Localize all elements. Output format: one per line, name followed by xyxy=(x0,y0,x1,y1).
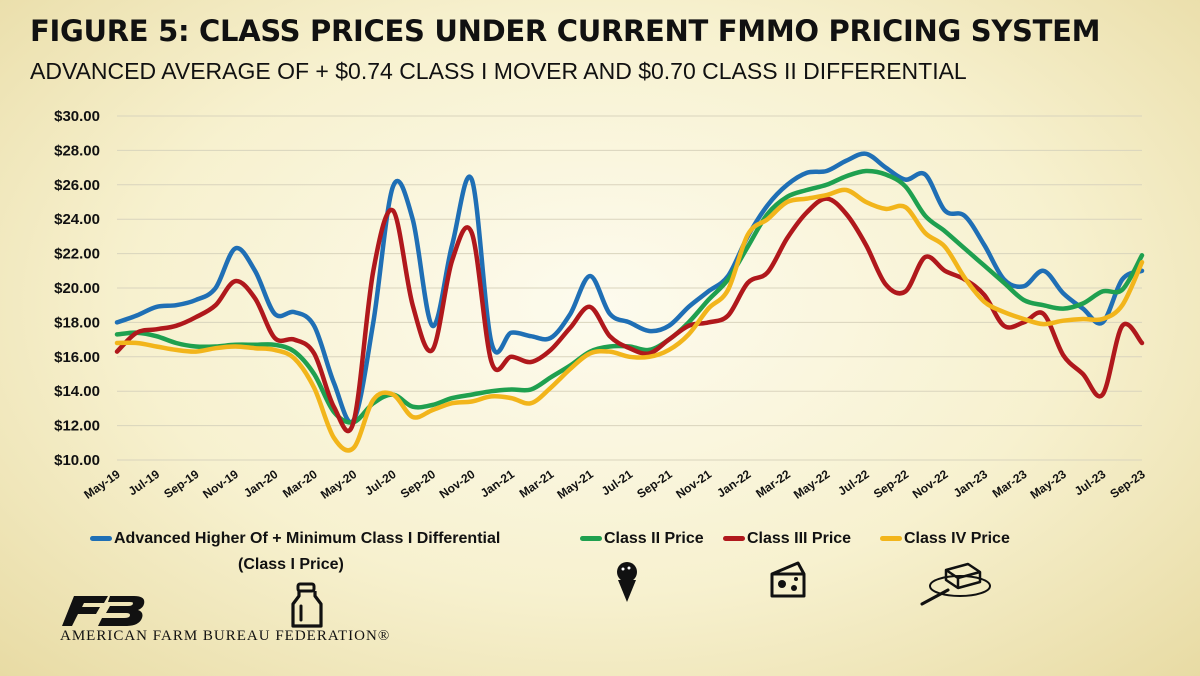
legend-item-class1: Advanced Higher Of + Minimum Class I Dif… xyxy=(90,530,500,548)
y-tick-label: $16.00 xyxy=(54,349,100,366)
x-tick-label: Sep-22 xyxy=(871,467,912,501)
x-tick-label: May-21 xyxy=(554,467,596,502)
legend-label-class2: Class II Price xyxy=(604,530,704,547)
legend-label-class1: Advanced Higher Of + Minimum Class I Dif… xyxy=(114,530,501,547)
y-tick-label: $26.00 xyxy=(54,177,100,194)
legend-sub-class1: (Class I Price) xyxy=(238,556,344,573)
y-tick-label: $22.00 xyxy=(54,246,100,263)
y-tick-label: $28.00 xyxy=(54,142,100,159)
x-tick-label: Jul-23 xyxy=(1072,467,1109,499)
series-class3-line xyxy=(114,196,1145,434)
grid-lines xyxy=(117,115,1142,461)
legend-item-class3: Class III Price xyxy=(723,530,851,548)
x-tick-label: Jul-21 xyxy=(599,467,636,499)
legend-item-class2: Class II Price xyxy=(580,530,704,548)
x-tick-label: Jan-23 xyxy=(951,467,990,500)
x-tick-label: Mar-22 xyxy=(753,467,793,501)
x-tick-label: Nov-20 xyxy=(437,467,478,502)
x-tick-label: Sep-19 xyxy=(161,467,202,501)
legend-swatch-class4 xyxy=(880,536,902,542)
x-tick-label: Jul-19 xyxy=(126,467,163,499)
y-tick-label: $24.00 xyxy=(54,211,100,228)
legend-label-class3: Class III Price xyxy=(747,530,852,547)
x-tick-label: Sep-20 xyxy=(398,467,439,501)
x-tick-label: Jul-22 xyxy=(835,467,872,499)
logo-text: AMERICAN FARM BUREAU FEDERATION® xyxy=(60,628,391,644)
x-tick-label: Jul-20 xyxy=(362,467,399,499)
x-tick-label: Jan-21 xyxy=(478,467,517,500)
x-tick-label: May-22 xyxy=(791,467,833,502)
x-tick-label: Sep-23 xyxy=(1107,467,1148,501)
y-tick-label: $30.00 xyxy=(54,108,100,125)
y-tick-label: $12.00 xyxy=(54,418,100,435)
y-tick-label: $20.00 xyxy=(54,280,100,297)
chart-title: FIGURE 5: CLASS PRICES UNDER CURRENT FMM… xyxy=(30,14,1101,48)
series-class4-line xyxy=(114,187,1145,453)
series-lines xyxy=(114,151,1145,453)
x-tick-label: May-23 xyxy=(1028,467,1070,502)
y-tick-label: $10.00 xyxy=(54,452,100,469)
x-tick-label: Sep-21 xyxy=(634,467,675,501)
milk-bottle-icon xyxy=(291,582,323,628)
x-tick-label: Mar-20 xyxy=(280,467,320,501)
ice-cream-icon xyxy=(617,562,637,602)
series-class1-line xyxy=(114,151,1145,425)
chart-subtitle: ADVANCED AVERAGE OF + $0.74 CLASS I MOVE… xyxy=(30,58,967,84)
butter-icon xyxy=(920,562,991,606)
legend-swatch-class2 xyxy=(580,536,602,542)
afbf-logo xyxy=(62,596,145,626)
legend-swatch-class3 xyxy=(723,536,745,542)
x-tick-label: May-20 xyxy=(318,467,360,502)
x-tick-label: Mar-23 xyxy=(990,467,1030,501)
legend-label-class4: Class IV Price xyxy=(904,530,1010,547)
y-tick-label: $18.00 xyxy=(54,314,100,331)
x-tick-label: Nov-21 xyxy=(673,467,714,502)
cheese-icon xyxy=(770,561,806,598)
x-tick-label: Nov-19 xyxy=(200,467,241,502)
x-tick-label: Mar-21 xyxy=(517,467,557,501)
y-tick-label: $14.00 xyxy=(54,383,100,400)
legend-item-class4: Class IV Price xyxy=(880,530,1010,548)
x-tick-label: Jan-22 xyxy=(714,467,753,500)
x-tick-label: Jan-20 xyxy=(241,467,280,500)
x-tick-label: May-19 xyxy=(81,467,123,502)
x-tick-label: Nov-22 xyxy=(910,467,951,502)
legend-swatch-class1 xyxy=(90,536,112,542)
y-axis-ticks: $10.00 $12.00 $14.00 $16.00 $18.00 $20.00 $22.… xyxy=(54,108,100,469)
